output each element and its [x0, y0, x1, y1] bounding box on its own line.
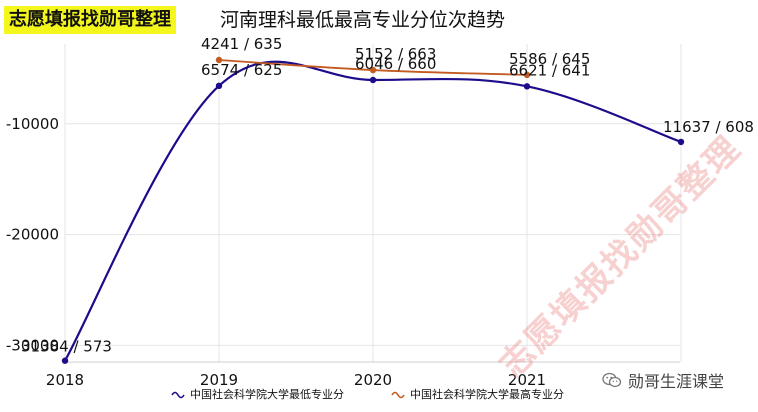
data-point [523, 71, 531, 79]
legend-label: 中国社会科学院大学最高专业分 [410, 387, 564, 401]
data-labels-layer: 31384 / 573 6574 / 625 6046 / 660 6621 / 64… [21, 35, 754, 356]
y-tick-label: -20000 [6, 226, 59, 244]
y-tick-label: -10000 [6, 115, 59, 133]
data-point [369, 76, 377, 84]
y-tick-label: -30000 [6, 336, 59, 354]
x-tick-label: 2019 [200, 371, 238, 389]
data-label: 31384 / 573 [21, 338, 112, 356]
x-tick-label: 2018 [46, 371, 84, 389]
x-tick-label: 2020 [354, 371, 392, 389]
data-label: 6046 / 660 [355, 55, 436, 73]
data-point [61, 357, 69, 364]
x-tick-label: 2021 [508, 371, 546, 389]
legend: 中国社会科学院大学最低专业分 中国社会科学院大学最高专业分 [171, 387, 564, 401]
wave-icon [171, 391, 185, 399]
wechat-account-name: 勋哥生涯课堂 [628, 372, 725, 391]
data-label: 6574 / 625 [201, 61, 282, 79]
data-point [677, 138, 685, 146]
axis-layer: -10000 -20000 -30000 2018 2019 2020 2021 [6, 115, 680, 389]
wave-icon [391, 391, 405, 399]
data-label: 5152 / 663 [355, 45, 436, 63]
data-point [369, 66, 377, 74]
data-point [523, 83, 531, 90]
legend-label: 中国社会科学院大学最低专业分 [190, 387, 344, 401]
data-point [215, 56, 223, 64]
wechat-logo-icon [602, 372, 622, 388]
wechat-account: 勋哥生涯课堂 [602, 368, 724, 392]
data-label: 11637 / 608 [663, 118, 754, 136]
legend-item-1: 中国社会科学院大学最高专业分 [391, 387, 564, 401]
data-label: 4241 / 635 [201, 35, 282, 53]
legend-item-0: 中国社会科学院大学最低专业分 [171, 387, 344, 401]
chart-title: 河南理科最低最高专业分位次趋势 [220, 9, 506, 31]
points-layer [61, 56, 685, 364]
series-line-0 [64, 60, 682, 362]
data-point [215, 82, 223, 90]
data-label: 6621 / 641 [509, 61, 590, 79]
grid-layer [64, 44, 682, 362]
data-label: 5586 / 645 [509, 50, 590, 68]
brand-label: 志愿填报找勋哥整理 [4, 6, 176, 34]
